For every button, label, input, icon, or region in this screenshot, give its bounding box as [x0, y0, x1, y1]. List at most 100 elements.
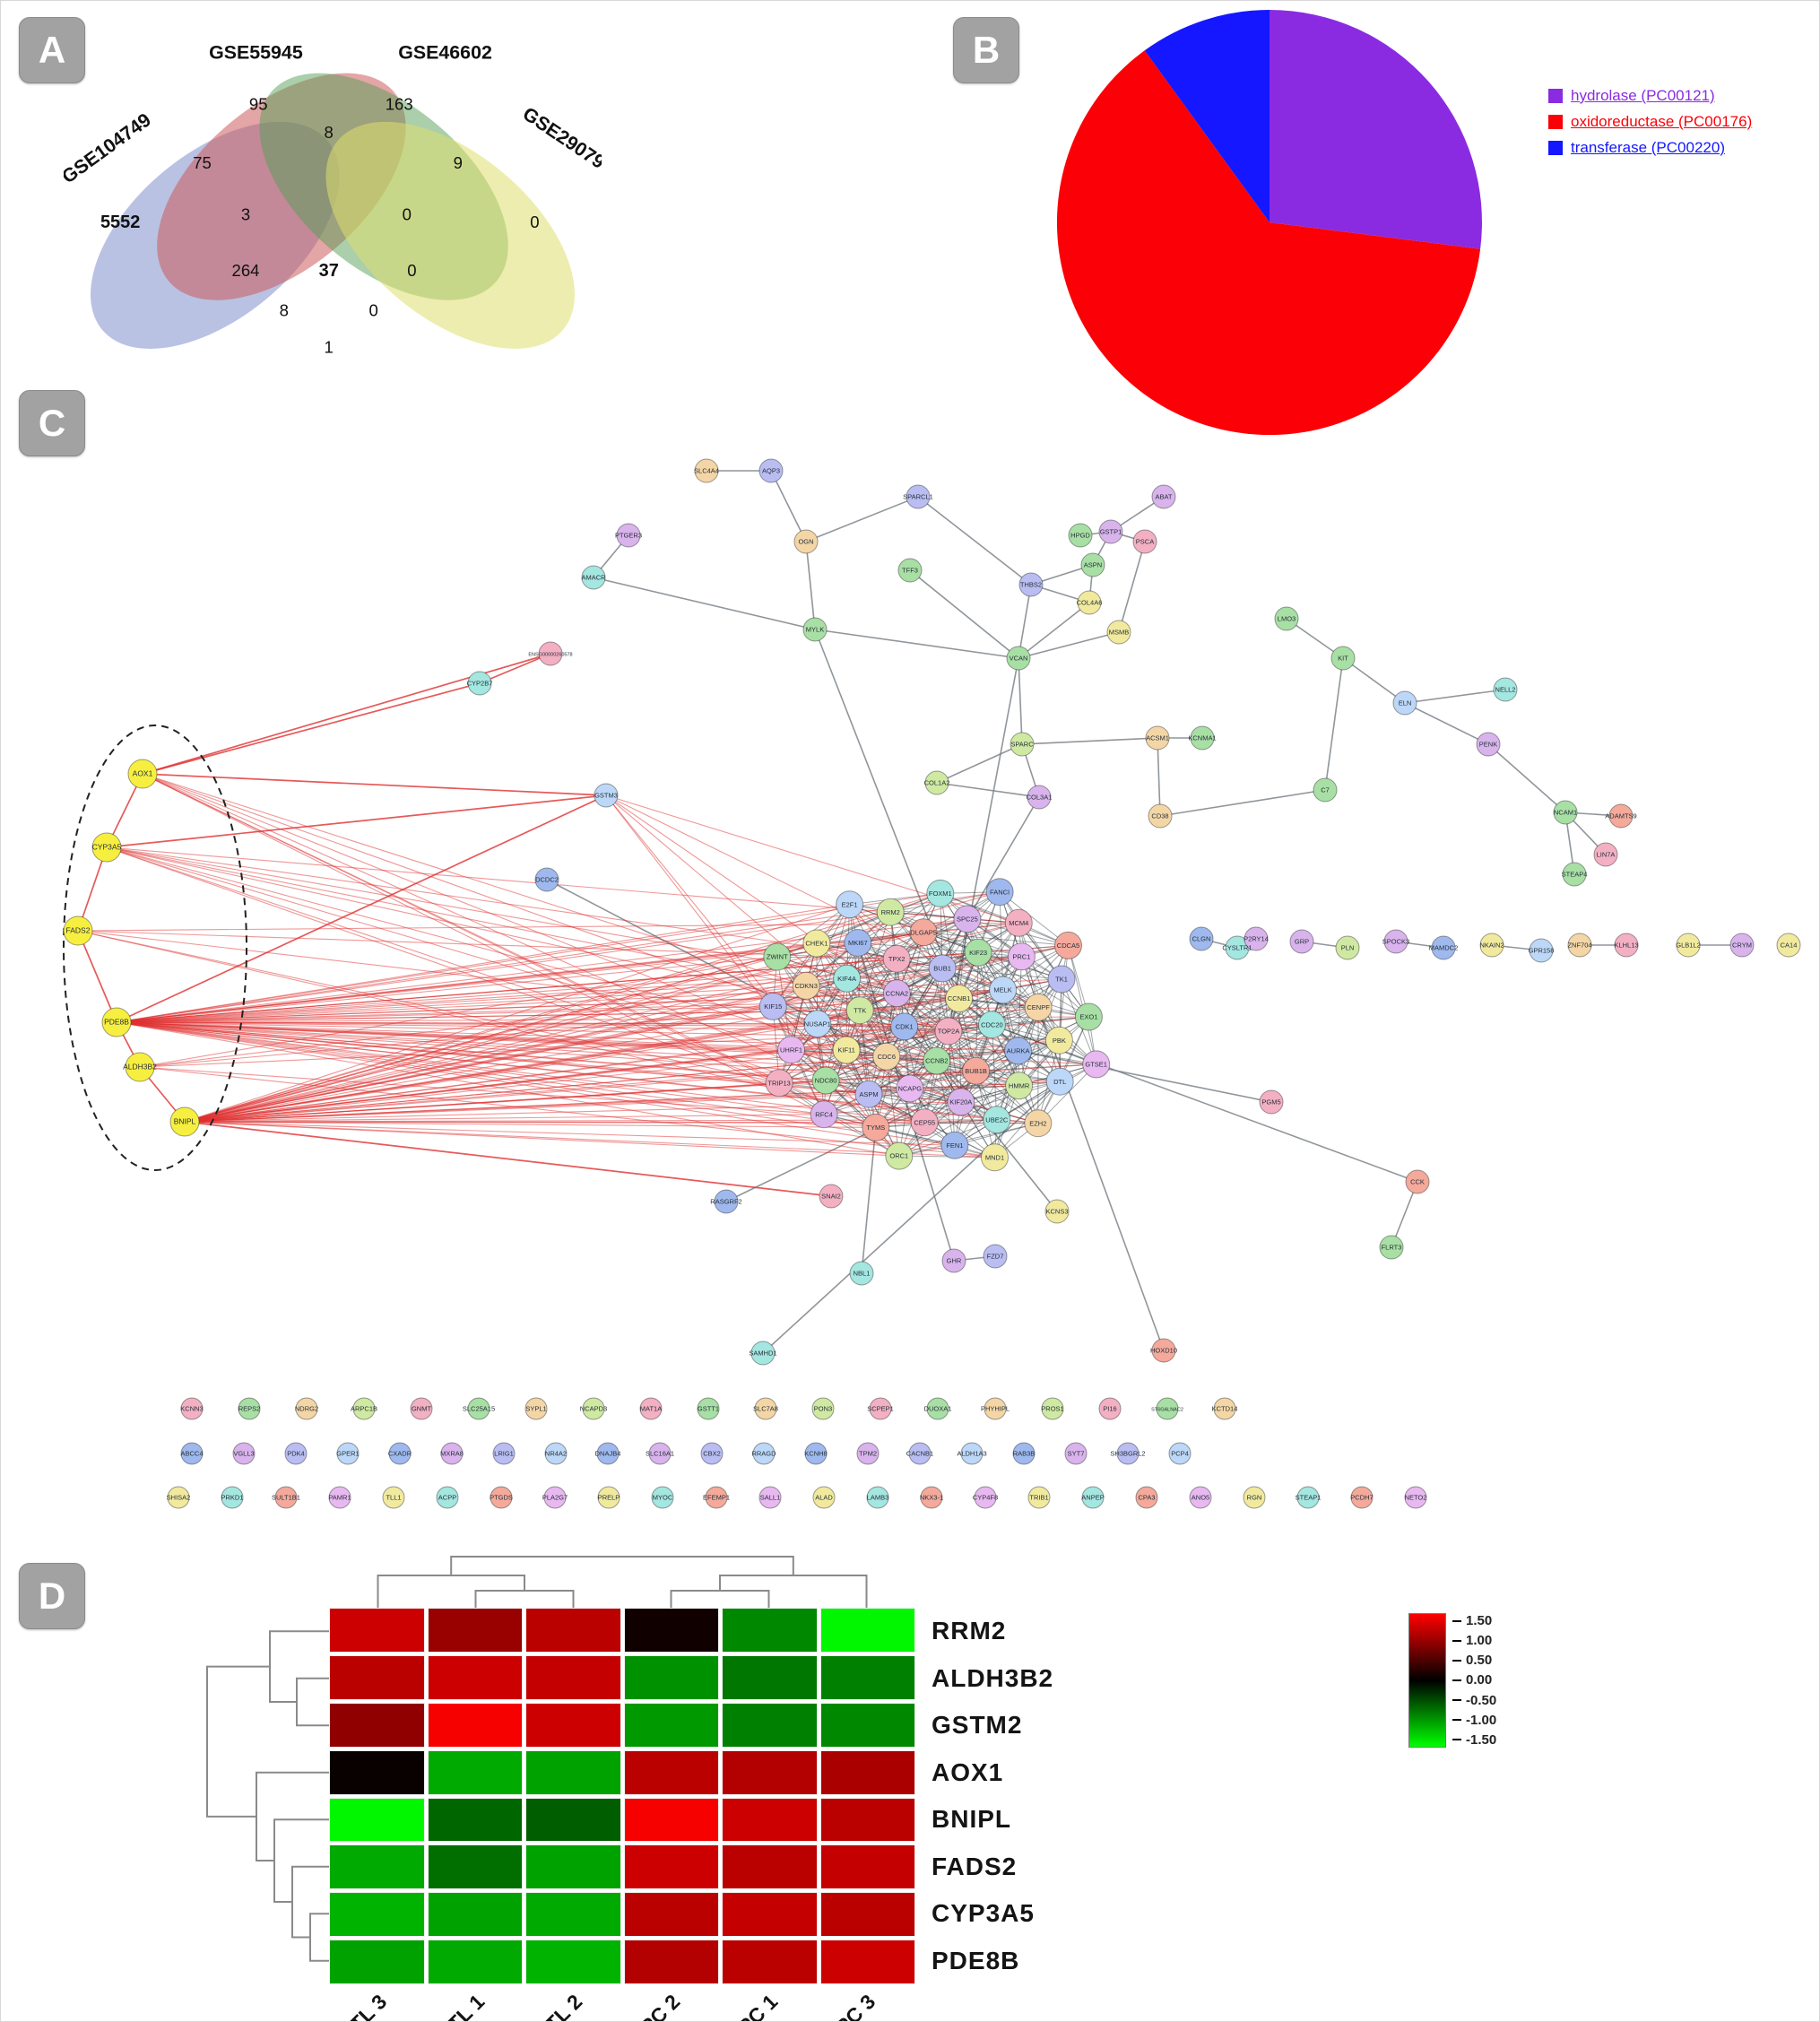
legend-item-hydrolase[interactable]: hydrolase (PC00121)	[1548, 87, 1752, 105]
heatmap-row-label-ALDH3B2: ALDH3B2	[932, 1663, 1054, 1692]
network-node-SNAI2	[819, 1184, 844, 1209]
network-node-label: CYP3A5	[92, 843, 122, 852]
network-node-CHEK1	[802, 929, 831, 958]
network-node-ALAD	[812, 1486, 836, 1509]
network-node-label: NUSAP1	[804, 1020, 831, 1028]
network-edge	[184, 1121, 955, 1146]
network-node-SPOCK3	[1383, 929, 1408, 954]
network-node-EXO1	[1074, 1002, 1103, 1031]
network-node-LIN7A	[1593, 842, 1618, 867]
network-node-label: AQP3	[762, 467, 780, 475]
network-edge	[936, 1060, 956, 1146]
network-node-label: EFEMP1	[703, 1494, 730, 1502]
network-node-label: TPM2	[859, 1450, 877, 1458]
heatmap-cell-CYP3A5-CNTL3	[329, 1892, 425, 1938]
network-node-GLB1L2	[1676, 933, 1701, 958]
network-edge	[958, 998, 1020, 1087]
network-node-ST6GALNAC2	[1156, 1397, 1179, 1420]
network-edge	[184, 1114, 825, 1123]
network-node-label: MAT1A	[640, 1405, 662, 1413]
network-node-label: CHEK1	[805, 940, 828, 948]
network-edge	[992, 1024, 1096, 1065]
heatmap-cell-AOX1-PC1	[722, 1749, 818, 1795]
network-edge	[77, 922, 1019, 932]
network-node-GRP	[1289, 929, 1314, 954]
network-edge	[139, 1030, 949, 1068]
panel-a-badge: A	[19, 17, 85, 83]
network-node-label: COL1A2	[924, 779, 950, 787]
network-edge	[106, 846, 807, 986]
network-edge	[77, 930, 949, 1032]
network-node-label: TTK	[854, 1006, 866, 1014]
network-edge	[106, 846, 897, 959]
network-edge	[142, 653, 551, 775]
legend-swatch	[1548, 89, 1563, 103]
network-node-label: GPR158	[1529, 947, 1555, 955]
network-node-MKI67	[844, 929, 872, 957]
legend-label: hydrolase (PC00121)	[1571, 87, 1715, 104]
network-node-P2RY14	[1244, 926, 1269, 951]
network-node-label: HOXD10	[1150, 1347, 1177, 1355]
heatmap-cell-CYP3A5-CNTL1	[427, 1892, 523, 1938]
network-edge	[77, 930, 117, 1023]
network-edge	[184, 1039, 1060, 1123]
network-node-DCDC2	[534, 867, 559, 892]
network-node-GPR158	[1529, 938, 1554, 963]
dendrogram-top-branch	[719, 1575, 868, 1608]
network-edge	[948, 923, 1019, 1032]
heatmap-cell-BNIPL-PC1	[722, 1797, 818, 1843]
network-node-FADS2	[63, 916, 93, 946]
network-edge	[116, 1021, 1061, 1082]
network-node-DUOXA1	[926, 1397, 949, 1420]
network-node-CDK1	[890, 1012, 919, 1041]
legend-item-oxidoreductase[interactable]: oxidoreductase (PC00176)	[1548, 113, 1752, 131]
color-scale-tick-label: 1.50	[1466, 1613, 1493, 1628]
network-node-PSCA	[1132, 529, 1157, 554]
network-node-ASPN	[1080, 552, 1105, 577]
dendrogram-left-branch	[273, 1818, 329, 1903]
network-edge	[116, 942, 817, 1023]
network-edge	[936, 968, 943, 1062]
network-node-label: DUOXA1	[924, 1405, 952, 1413]
network-edge	[904, 951, 979, 1028]
network-edge	[936, 743, 1023, 784]
network-node-RAB3B	[1012, 1442, 1036, 1465]
network-node-label: ST6GALNAC2	[1151, 1408, 1183, 1413]
network-node-KCNMA1	[1190, 725, 1215, 751]
network-node-label: GRP	[1295, 938, 1309, 946]
network-node-label: CDCA5	[1057, 942, 1079, 950]
heatmap-cell-FADS2-CNTL1	[427, 1844, 523, 1890]
network-edge	[846, 918, 968, 979]
heatmap-cell-CYP3A5-PC1	[722, 1892, 818, 1938]
network-node-label: VGLL3	[233, 1450, 254, 1458]
network-node-SPC25	[953, 905, 982, 933]
heatmap-cell-ALDH3B2-PC3	[819, 1654, 915, 1700]
network-edge	[184, 918, 968, 1123]
heatmap-col-label-PC3: PC 3	[830, 1990, 880, 2022]
network-node-FOXM1	[926, 879, 955, 907]
network-node-CYP3A5	[91, 832, 122, 863]
network-node-label: MYLK	[806, 626, 824, 634]
heatmap-col-label-PC1: PC 1	[732, 1990, 783, 2022]
network-node-MXRA8	[440, 1442, 464, 1465]
panel-d-badge: D	[19, 1563, 85, 1629]
network-node-ORC1	[885, 1141, 914, 1170]
network-node-PDK4	[284, 1442, 308, 1465]
network-edge	[184, 985, 807, 1123]
network-node-PHYHIPL	[984, 1397, 1007, 1420]
network-node-label: MND1	[985, 1153, 1004, 1161]
network-node-DNAJB4	[596, 1442, 620, 1465]
legend-swatch	[1548, 115, 1563, 129]
heatmap-cell-AOX1-PC2	[623, 1749, 719, 1795]
network-edge	[142, 773, 780, 1084]
network-node-AOX1	[127, 759, 158, 789]
network-edge	[941, 968, 1018, 1052]
legend-item-transferase[interactable]: transferase (PC00220)	[1548, 139, 1752, 157]
network-edge	[184, 978, 1062, 1123]
heatmap-cell-GSTM2-PC1	[722, 1702, 818, 1748]
network-node-label: CRYM	[1732, 942, 1752, 950]
heatmap-cell-FADS2-CNTL3	[329, 1844, 425, 1890]
network-node-SULT1B1	[274, 1486, 298, 1509]
network-node-label: SPOCK3	[1382, 938, 1409, 946]
network-edge	[1018, 584, 1032, 659]
